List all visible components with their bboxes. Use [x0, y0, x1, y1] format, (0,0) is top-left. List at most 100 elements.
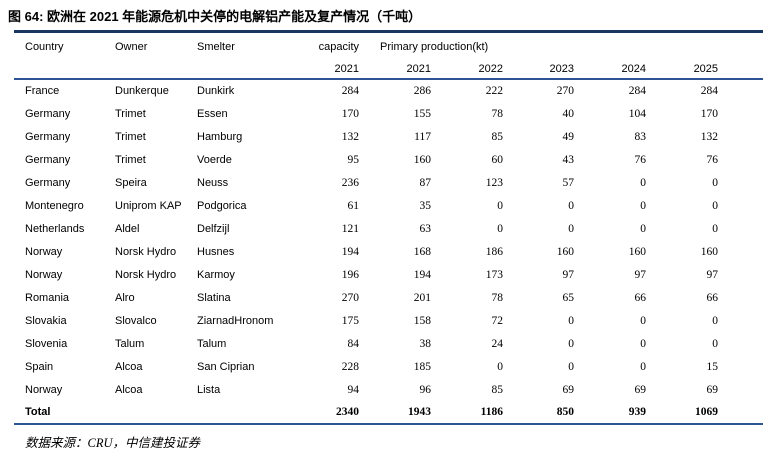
cell-prod-2025: 160 — [700, 245, 719, 258]
cell-prod-2022: 123 — [485, 176, 503, 189]
cell-prod-2025: 69 — [706, 383, 719, 396]
cell-country: Germany — [25, 130, 71, 143]
cell-prod-2021: 158 — [413, 314, 431, 327]
cell-capacity-2021: 121 — [341, 222, 359, 235]
col-header-prod-year-5: 2025 — [650, 59, 723, 80]
total-prod-2021: 1943 — [363, 401, 435, 425]
cell-prod-2024: 284 — [628, 85, 646, 97]
cell-prod-2022: 85 — [491, 383, 504, 396]
cell-smelter: Essen — [197, 107, 228, 120]
table-row: Slovakia Slovalco ZiarnadHronom 175 158 72 0 0 0 — [14, 309, 763, 332]
cell-capacity-2021: 132 — [341, 130, 359, 143]
cell-owner: Trimet — [115, 107, 146, 120]
cell-prod-2022: 222 — [485, 85, 503, 97]
cell-smelter: Neuss — [197, 176, 229, 189]
cell-prod-2025: 15 — [706, 360, 719, 373]
cell-capacity-2021: 284 — [341, 85, 359, 97]
cell-capacity-2021: 196 — [341, 268, 359, 281]
col-header-capacity: capacity — [318, 41, 359, 53]
cell-smelter: Slatina — [197, 291, 231, 304]
col-header-prod-year-3: 2023 — [507, 59, 578, 80]
cell-prod-2022: 0 — [497, 222, 503, 235]
header-empty-smelter — [197, 59, 293, 80]
table-row: Norway Alcoa Lista 94 96 85 69 69 69 — [14, 378, 763, 401]
col-header-owner: Owner — [115, 41, 148, 53]
cell-country: France — [25, 85, 60, 97]
table-row: Spain Alcoa San Ciprian 228 185 0 0 0 15 — [14, 355, 763, 378]
cell-spacer — [722, 378, 763, 401]
cell-prod-2021: 168 — [413, 245, 431, 258]
cell-prod-2024: 0 — [640, 337, 646, 350]
header-row-groups: Country Owner Smelter capacity Primary p… — [14, 35, 763, 59]
cell-capacity-2021: 61 — [347, 199, 360, 212]
cell-prod-2023: 69 — [562, 383, 575, 396]
cell-smelter: Voerde — [197, 153, 232, 166]
cell-prod-2022: 186 — [485, 245, 503, 258]
col-header-prod-year-4: 2024 — [578, 59, 650, 80]
table-row: Norway Norsk Hydro Husnes 194 168 186 160 160 16… — [14, 240, 763, 263]
col-header-country: Country — [25, 41, 64, 53]
col-header-production-group: Primary production(kt) — [380, 41, 489, 53]
cell-smelter: Lista — [197, 383, 221, 396]
cell-prod-2024: 0 — [640, 199, 646, 212]
table-row: Norway Norsk Hydro Karmoy 196 194 173 97 97 97 — [14, 263, 763, 286]
figure-title: 图 64: 欧洲在 2021 年能源危机中关停的电解铝产能及复产情况（千吨） — [8, 9, 422, 24]
cell-prod-2022: 78 — [491, 291, 504, 304]
cell-prod-2021: 87 — [419, 176, 432, 189]
cell-smelter: Talum — [197, 337, 227, 350]
cell-prod-2025: 76 — [706, 153, 719, 166]
total-empty-owner — [115, 401, 197, 425]
cell-prod-2022: 173 — [485, 268, 503, 281]
cell-owner: Slovalco — [115, 314, 157, 327]
cell-country: Norway — [25, 245, 63, 258]
cell-owner: Dunkerque — [115, 85, 169, 97]
cell-spacer — [722, 125, 763, 148]
cell-spacer — [722, 286, 763, 309]
cell-spacer — [722, 309, 763, 332]
cell-spacer — [722, 332, 763, 355]
cell-prod-2021: 185 — [413, 360, 431, 373]
cell-prod-2022: 60 — [491, 153, 504, 166]
header-spacer — [722, 35, 763, 59]
cell-spacer — [722, 263, 763, 286]
cell-prod-2021: 35 — [419, 199, 432, 212]
cell-prod-2025: 132 — [700, 130, 719, 143]
header-empty-country — [14, 59, 115, 80]
cell-prod-2025: 0 — [712, 199, 719, 212]
cell-spacer — [722, 217, 763, 240]
cell-country: Slovenia — [25, 337, 68, 350]
cell-prod-2021: 201 — [413, 291, 431, 304]
cell-spacer — [722, 355, 763, 378]
cell-prod-2023: 0 — [568, 337, 574, 350]
cell-prod-2025: 97 — [706, 268, 719, 281]
cell-capacity-2021: 95 — [347, 153, 360, 166]
cell-smelter: ZiarnadHronom — [197, 314, 274, 327]
cell-capacity-2021: 170 — [341, 107, 359, 120]
cell-spacer — [722, 79, 763, 102]
header-empty-owner — [115, 59, 197, 80]
cell-owner: Alcoa — [115, 383, 143, 396]
cell-smelter: Karmoy — [197, 268, 235, 281]
cell-capacity-2021: 175 — [341, 314, 359, 327]
cell-prod-2021: 117 — [414, 130, 431, 143]
cell-prod-2023: 0 — [568, 222, 574, 235]
total-spacer — [722, 401, 764, 425]
cell-prod-2024: 0 — [640, 314, 646, 327]
cell-prod-2025: 284 — [700, 85, 719, 97]
cell-prod-2024: 97 — [634, 268, 647, 281]
cell-prod-2022: 72 — [491, 314, 504, 327]
table-row: Netherlands Aldel Delfzijl 121 63 0 0 0 0 — [14, 217, 763, 240]
cell-country: Norway — [25, 268, 63, 281]
cell-prod-2021: 286 — [413, 85, 431, 97]
cell-capacity-2021: 84 — [347, 337, 360, 350]
table-row: France Dunkerque Dunkirk 284 286 222 270 284 284 — [14, 79, 763, 102]
cell-spacer — [722, 102, 763, 125]
cell-capacity-2021: 94 — [347, 383, 360, 396]
cell-prod-2021: 38 — [419, 337, 432, 350]
total-prod-2023: 850 — [507, 401, 578, 425]
cell-prod-2024: 0 — [640, 176, 646, 189]
header-row-years: 2021 2021 2022 2023 2024 2025 — [14, 59, 764, 80]
cell-prod-2025: 0 — [712, 314, 719, 327]
cell-prod-2023: 0 — [568, 314, 574, 327]
